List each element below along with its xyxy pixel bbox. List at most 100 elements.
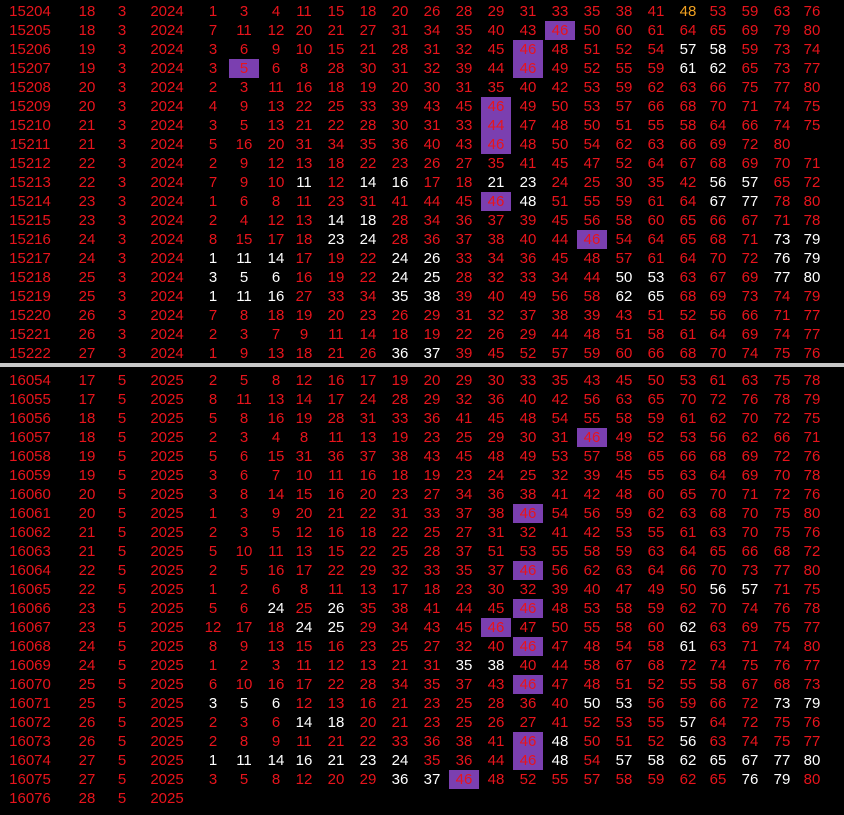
number-cell: 31: [295, 135, 313, 153]
row-id: 16063: [9, 542, 51, 560]
number-cell: 47: [551, 637, 569, 655]
number-cell: 37: [423, 344, 441, 362]
number-cell: 45: [455, 192, 473, 210]
number-cell: 62: [679, 618, 697, 636]
number-cell: 18: [327, 154, 345, 172]
number-cell: 28: [391, 40, 409, 58]
number-cell: 69: [709, 135, 727, 153]
number-cell: 50: [583, 694, 601, 712]
number-cell: 7: [271, 325, 281, 343]
number-cell: 17: [295, 249, 313, 267]
number-cell: 58: [615, 599, 633, 617]
number-cell: 51: [615, 116, 633, 134]
col-year: 2025: [150, 542, 184, 560]
number-cell: 36: [423, 732, 441, 750]
number-cell: 3: [239, 713, 249, 731]
number-cell: 80: [803, 751, 821, 769]
number-cell: 11: [296, 656, 312, 674]
number-cell: 77: [741, 192, 759, 210]
number-cell: 43: [487, 675, 505, 693]
number-cell: 39: [519, 211, 537, 229]
number-cell: 65: [647, 287, 665, 305]
number-cell: 30: [487, 580, 505, 598]
number-cell: 13: [267, 116, 285, 134]
number-cell: 8: [271, 371, 281, 389]
number-cell: 38: [615, 2, 633, 20]
number-cell: 6: [239, 466, 249, 484]
number-cell: 16: [295, 268, 313, 286]
number-cell: 8: [271, 770, 281, 788]
col-year: 2024: [150, 306, 184, 324]
number-cell: 68: [773, 675, 791, 693]
number-cell: 32: [487, 306, 505, 324]
number-cell: 9: [239, 97, 249, 115]
number-cell: 55: [615, 59, 633, 77]
col-a: 22: [78, 154, 96, 172]
number-cell: 19: [423, 325, 441, 343]
number-cell: 16: [327, 485, 345, 503]
number-cell: 39: [391, 97, 409, 115]
number-cell: 23: [423, 428, 441, 446]
number-cell: 70: [709, 561, 727, 579]
number-cell: 46: [481, 191, 511, 211]
col-year: 2025: [150, 504, 184, 522]
col-year: 2024: [150, 116, 184, 134]
number-cell: 3: [239, 325, 249, 343]
number-cell: 75: [803, 409, 821, 427]
col-b: 3: [117, 230, 127, 248]
number-cell: 34: [455, 485, 473, 503]
number-cell: 14: [327, 211, 345, 229]
number-cell: 42: [679, 173, 697, 191]
number-cell: 18: [267, 618, 285, 636]
number-cell: 13: [359, 656, 377, 674]
number-cell: 58: [647, 637, 665, 655]
number-cell: 53: [709, 2, 727, 20]
row-id: 16070: [9, 675, 51, 693]
number-cell: 23: [359, 306, 377, 324]
number-cell: 59: [741, 40, 759, 58]
number-cell: 49: [551, 59, 569, 77]
number-cell: 11: [268, 542, 284, 560]
col-b: 5: [117, 789, 127, 807]
number-cell: 15: [295, 485, 313, 503]
col-year: 2025: [150, 656, 184, 674]
number-cell: 64: [679, 542, 697, 560]
number-cell: 28: [455, 268, 473, 286]
row-id: 15216: [9, 230, 51, 248]
number-cell: 80: [803, 78, 821, 96]
number-cell: 46: [577, 229, 607, 249]
number-cell: 75: [803, 97, 821, 115]
number-cell: 53: [679, 428, 697, 446]
number-cell: 23: [423, 694, 441, 712]
col-year: 2024: [150, 287, 184, 305]
row-id: 16056: [9, 409, 51, 427]
number-cell: 69: [741, 618, 759, 636]
number-cell: 44: [423, 192, 441, 210]
number-cell: 32: [455, 637, 473, 655]
number-cell: 27: [455, 523, 473, 541]
number-cell: 69: [741, 325, 759, 343]
number-cell: 63: [709, 618, 727, 636]
number-cell: 5: [208, 447, 218, 465]
number-cell: 13: [267, 344, 285, 362]
number-cell: 45: [455, 97, 473, 115]
number-cell: 28: [391, 230, 409, 248]
row-id: 16066: [9, 599, 51, 617]
number-cell: 70: [709, 249, 727, 267]
number-cell: 73: [773, 694, 791, 712]
number-cell: 32: [519, 523, 537, 541]
col-a: 25: [78, 675, 96, 693]
number-cell: 50: [583, 116, 601, 134]
number-cell: 45: [487, 599, 505, 617]
number-cell: 31: [423, 656, 441, 674]
number-cell: 2: [208, 78, 218, 96]
number-cell: 3: [239, 523, 249, 541]
number-cell: 55: [647, 523, 665, 541]
number-cell: 58: [615, 618, 633, 636]
number-cell: 56: [709, 306, 727, 324]
number-cell: 23: [391, 485, 409, 503]
number-cell: 17: [267, 230, 285, 248]
number-cell: 41: [487, 732, 505, 750]
col-b: 5: [117, 656, 127, 674]
row-id: 15222: [9, 344, 51, 362]
